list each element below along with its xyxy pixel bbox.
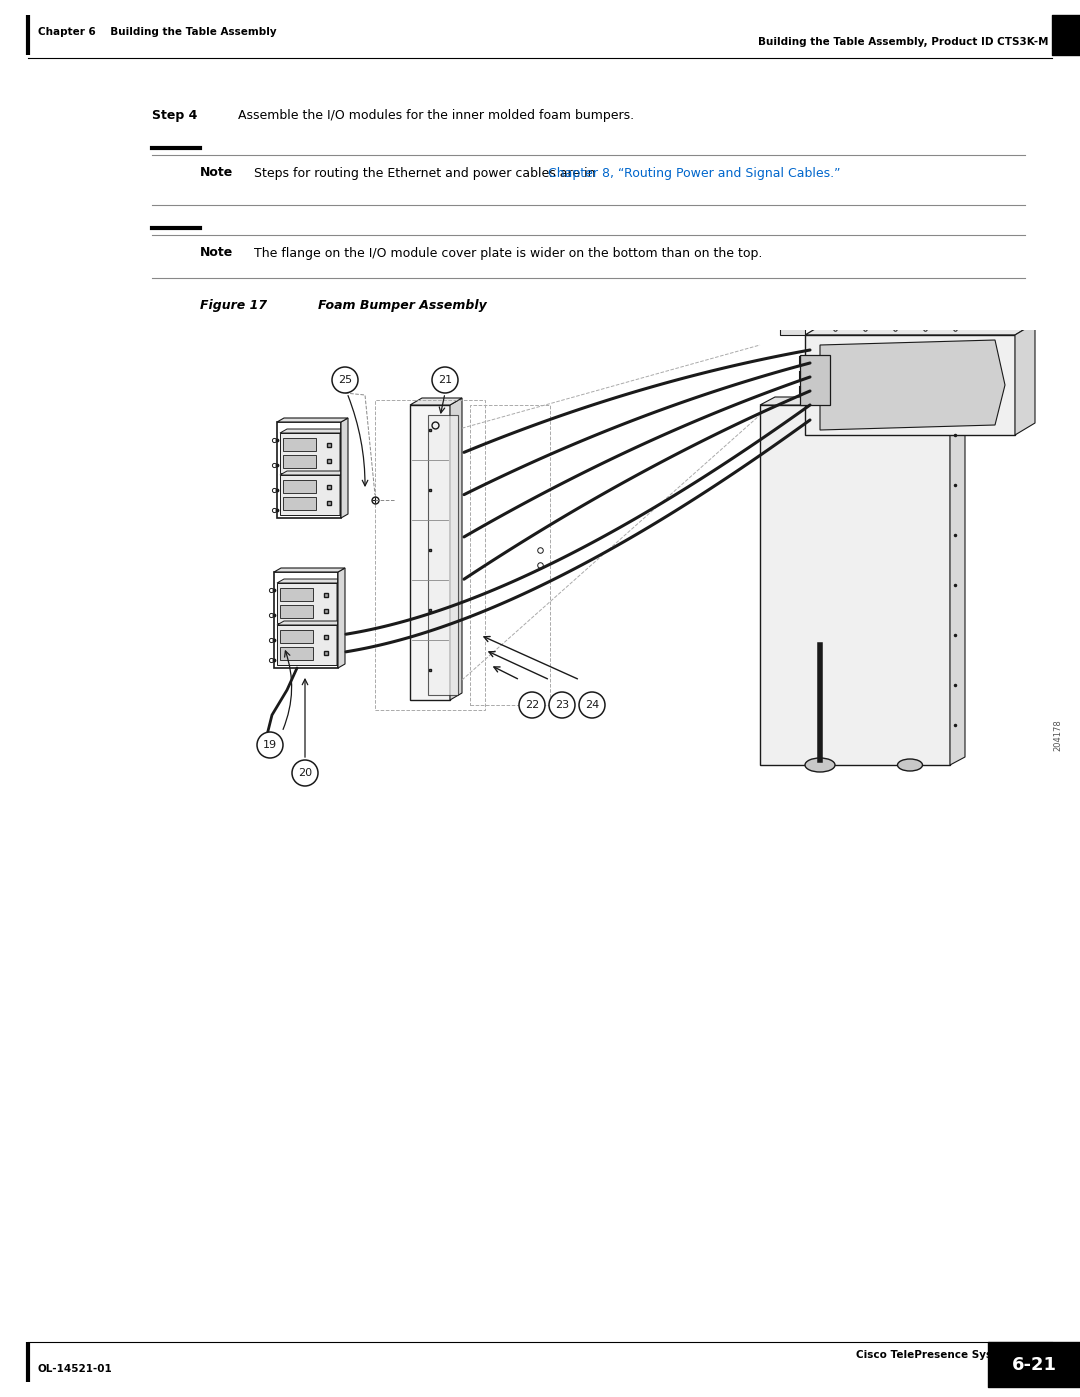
Ellipse shape — [897, 759, 922, 771]
Text: Step 4: Step 4 — [152, 109, 198, 122]
Polygon shape — [780, 314, 805, 335]
Polygon shape — [280, 433, 340, 474]
Bar — [375, 400, 485, 710]
Text: 22: 22 — [525, 700, 539, 710]
Text: Figure 17: Figure 17 — [200, 299, 267, 312]
Polygon shape — [340, 429, 347, 474]
Bar — [274, 571, 338, 668]
Polygon shape — [280, 471, 347, 475]
Text: Note: Note — [200, 166, 233, 179]
Circle shape — [432, 367, 458, 393]
Circle shape — [292, 760, 318, 787]
Text: Building the Table Assembly, Product ID CTS3K-M: Building the Table Assembly, Product ID … — [757, 36, 1048, 47]
Text: Foam Bumper Assembly: Foam Bumper Assembly — [318, 299, 487, 312]
Bar — [283, 455, 316, 468]
Polygon shape — [760, 397, 966, 405]
Bar — [283, 481, 316, 493]
Polygon shape — [276, 622, 345, 624]
Bar — [283, 497, 316, 510]
Text: 25: 25 — [338, 374, 352, 386]
Bar — [805, 335, 1015, 434]
Ellipse shape — [805, 759, 835, 773]
Bar — [760, 405, 950, 766]
Bar — [276, 422, 341, 518]
Bar — [280, 647, 313, 661]
Text: Chapter 6    Building the Table Assembly: Chapter 6 Building the Table Assembly — [38, 27, 276, 36]
Polygon shape — [280, 429, 347, 433]
Polygon shape — [338, 569, 345, 668]
Polygon shape — [337, 622, 345, 665]
Text: 6-21: 6-21 — [1012, 1356, 1056, 1375]
Circle shape — [257, 732, 283, 759]
Polygon shape — [276, 578, 345, 583]
Bar — [283, 439, 316, 451]
Circle shape — [332, 367, 357, 393]
Polygon shape — [280, 475, 340, 515]
Bar — [410, 405, 450, 700]
Text: OL-14521-01: OL-14521-01 — [38, 1363, 112, 1375]
Bar — [428, 415, 458, 694]
Bar — [470, 405, 550, 705]
Bar — [280, 630, 313, 643]
Polygon shape — [1015, 323, 1035, 434]
Text: Assemble the I/O modules for the inner molded foam bumpers.: Assemble the I/O modules for the inner m… — [238, 109, 634, 122]
Circle shape — [579, 692, 605, 718]
Polygon shape — [410, 398, 462, 405]
Polygon shape — [341, 418, 348, 518]
Text: 19: 19 — [262, 740, 278, 750]
Polygon shape — [274, 569, 345, 571]
Text: 23: 23 — [555, 700, 569, 710]
Polygon shape — [276, 418, 348, 422]
Text: 21: 21 — [437, 374, 453, 386]
Polygon shape — [950, 397, 966, 766]
Text: The flange on the I/O module cover plate is wider on the bottom than on the top.: The flange on the I/O module cover plate… — [254, 246, 762, 260]
Text: 204178: 204178 — [1053, 719, 1063, 750]
Text: Note: Note — [200, 246, 233, 260]
Polygon shape — [337, 578, 345, 623]
Polygon shape — [800, 355, 831, 405]
Polygon shape — [805, 323, 1035, 335]
Polygon shape — [450, 398, 462, 700]
Polygon shape — [276, 624, 337, 665]
Bar — [280, 588, 313, 601]
Text: 24: 24 — [585, 700, 599, 710]
Text: Steps for routing the Ethernet and power cables are in: Steps for routing the Ethernet and power… — [254, 166, 599, 179]
Polygon shape — [276, 583, 337, 623]
Bar — [280, 605, 313, 619]
Text: Cisco TelePresence System 3000: Cisco TelePresence System 3000 — [856, 1350, 1048, 1361]
Polygon shape — [820, 339, 1005, 430]
Text: Chapter 8, “Routing Power and Signal Cables.”: Chapter 8, “Routing Power and Signal Cab… — [549, 166, 840, 179]
Circle shape — [519, 692, 545, 718]
Text: 20: 20 — [298, 768, 312, 778]
Circle shape — [549, 692, 575, 718]
Polygon shape — [340, 471, 347, 515]
